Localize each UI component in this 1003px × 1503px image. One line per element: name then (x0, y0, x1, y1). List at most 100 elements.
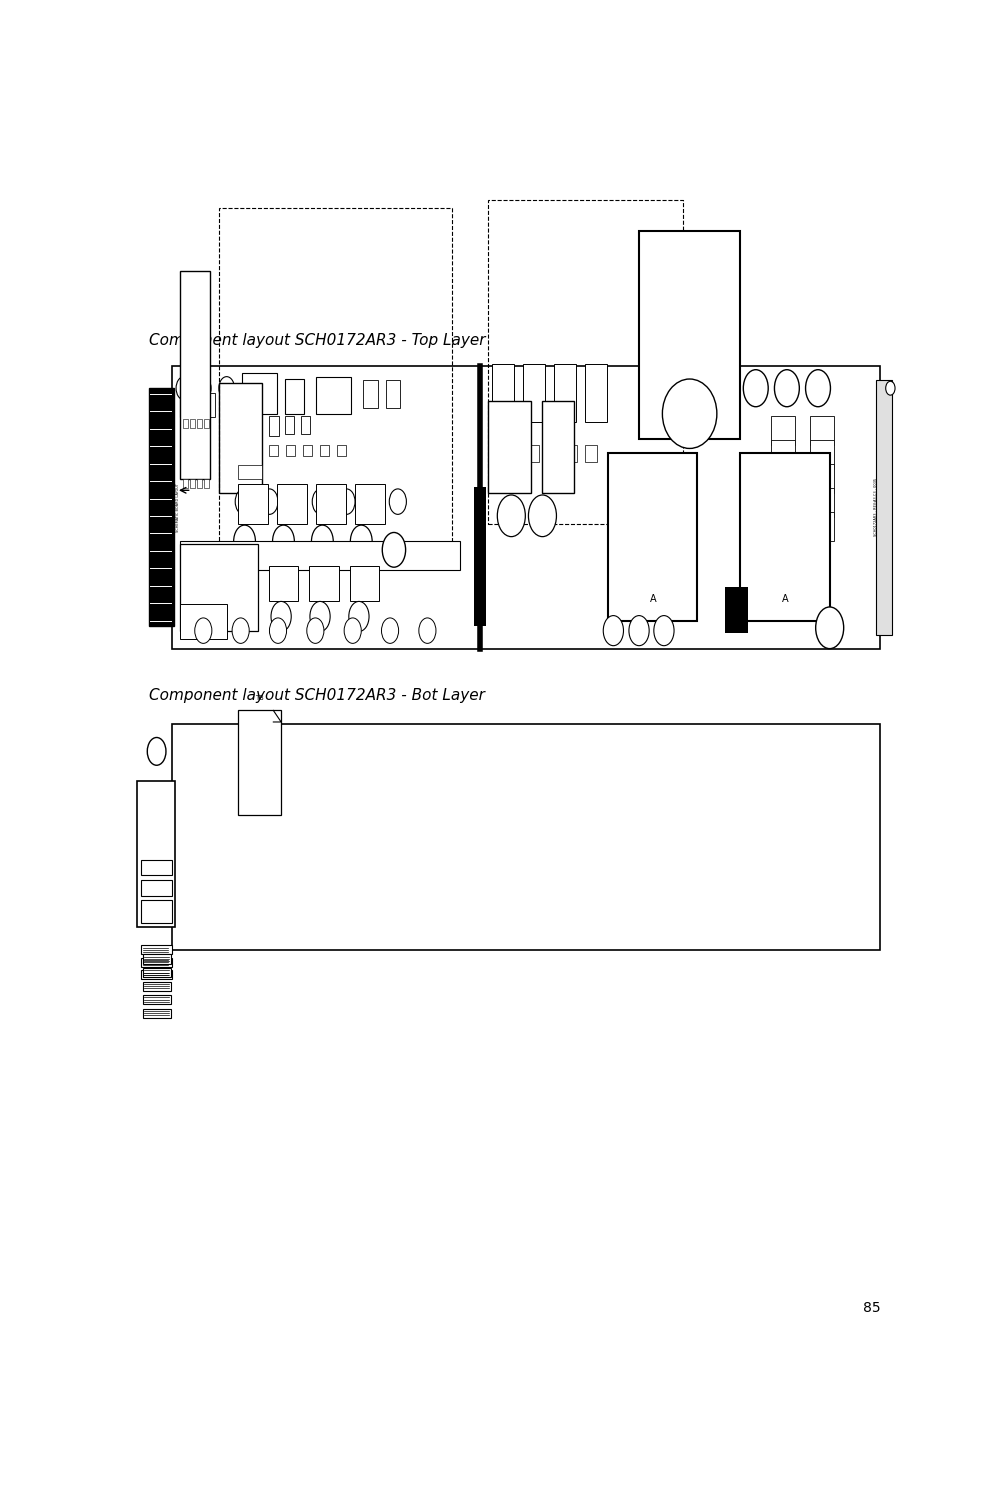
Circle shape (269, 618, 286, 643)
Circle shape (603, 616, 623, 646)
Circle shape (389, 488, 406, 514)
Circle shape (219, 377, 235, 400)
Bar (527, 445, 538, 461)
Bar (337, 445, 346, 457)
Bar (770, 513, 794, 541)
Bar (770, 488, 794, 517)
Ellipse shape (662, 379, 716, 448)
Bar (190, 419, 195, 428)
Bar (507, 445, 519, 461)
Bar (183, 479, 188, 488)
Circle shape (272, 525, 294, 558)
Bar (546, 445, 558, 461)
Bar (137, 780, 175, 927)
Circle shape (235, 488, 252, 514)
Bar (473, 487, 485, 625)
Bar (238, 464, 262, 479)
Bar (238, 711, 281, 815)
Bar (180, 544, 258, 631)
Bar (309, 567, 338, 601)
Bar (300, 416, 310, 433)
Circle shape (496, 494, 525, 537)
Circle shape (176, 377, 192, 400)
Bar (180, 388, 200, 416)
Bar (523, 364, 545, 422)
Bar (228, 567, 258, 601)
Circle shape (381, 618, 398, 643)
Bar (142, 1009, 171, 1018)
Bar (316, 484, 345, 525)
Bar (142, 968, 171, 977)
Bar (204, 479, 209, 488)
Circle shape (310, 601, 330, 631)
Bar (809, 416, 832, 445)
Circle shape (363, 488, 380, 514)
Circle shape (261, 488, 278, 514)
Bar (386, 380, 400, 407)
Bar (285, 379, 304, 413)
Bar (140, 900, 173, 923)
Bar (566, 445, 577, 461)
Bar (252, 445, 261, 457)
Bar (188, 567, 217, 601)
Circle shape (232, 618, 249, 643)
Circle shape (804, 370, 829, 407)
Text: SCHEMATIC BOARD LAYOUT: SCHEMATIC BOARD LAYOUT (177, 482, 181, 532)
Bar (638, 231, 739, 439)
Text: SCH0172AR3 - REV:A3-C3 - 0035: SCH0172AR3 - REV:A3-C3 - 0035 (874, 478, 878, 537)
Bar (238, 484, 268, 525)
Bar (809, 488, 832, 517)
Circle shape (271, 601, 291, 631)
Bar (491, 364, 514, 422)
Bar (809, 464, 832, 493)
Text: 85: 85 (862, 1300, 880, 1315)
Text: A: A (781, 595, 787, 604)
Circle shape (653, 616, 673, 646)
Bar (349, 567, 379, 601)
Bar (140, 945, 173, 954)
Bar (204, 419, 209, 428)
Bar (724, 588, 747, 633)
Circle shape (338, 488, 355, 514)
Circle shape (885, 382, 894, 395)
Bar (277, 484, 307, 525)
Bar (197, 479, 202, 488)
Bar (316, 377, 351, 413)
Bar (140, 971, 173, 980)
Bar (235, 445, 244, 457)
Bar (770, 416, 794, 445)
Circle shape (311, 525, 333, 558)
Bar (197, 419, 202, 428)
Bar (142, 981, 171, 990)
Bar (140, 881, 173, 896)
Circle shape (418, 618, 435, 643)
Bar (770, 440, 794, 469)
Bar (487, 445, 499, 461)
Circle shape (814, 607, 843, 649)
Bar (180, 271, 210, 479)
Bar (142, 954, 171, 963)
Bar (223, 391, 238, 410)
Bar (140, 957, 173, 966)
Circle shape (307, 618, 324, 643)
Bar (173, 365, 880, 649)
Bar (204, 394, 215, 416)
Bar (269, 567, 298, 601)
Circle shape (528, 494, 556, 537)
Circle shape (628, 616, 649, 646)
Text: T8: T8 (255, 696, 264, 700)
Circle shape (286, 488, 303, 514)
Bar (219, 383, 262, 493)
Bar (242, 373, 277, 413)
Text: Component layout SCH0172AR3 - Top Layer: Component layout SCH0172AR3 - Top Layer (148, 334, 484, 349)
Circle shape (348, 601, 369, 631)
Bar (542, 400, 573, 493)
Bar (140, 860, 173, 876)
Bar (190, 479, 195, 488)
Circle shape (234, 525, 255, 558)
Circle shape (344, 618, 361, 643)
Bar (219, 209, 451, 556)
Bar (809, 440, 832, 469)
Bar (173, 724, 880, 950)
Circle shape (195, 618, 212, 643)
